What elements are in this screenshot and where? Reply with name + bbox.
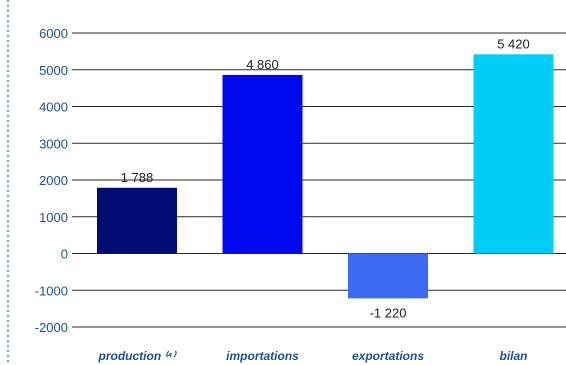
x-category-label: production ⁽⁴⁾ [98,349,178,363]
x-category-label: importations [226,349,299,363]
bar-value-label: -1 220 [370,305,407,320]
y-tick-label: 3000 [39,136,68,151]
y-tick-label: -2000 [35,320,68,335]
bar-value-label: 1 788 [121,170,154,185]
y-tick-label: 4000 [39,100,68,115]
bar [473,54,554,254]
y-axis-tick-labels: -2000 -1000 0 1000 2000 3000 4000 5000 6000 [35,26,68,335]
y-tick-label: 0 [61,247,68,262]
y-tick-label: 2000 [39,173,68,188]
x-category-label: bilan [499,349,527,363]
x-axis-category-labels: production ⁽⁴⁾ importations exportations bi… [98,349,528,363]
bar-value-label: 5 420 [497,36,530,51]
bars [97,54,554,299]
y-tick-label: -1000 [35,283,68,298]
bar [222,74,303,254]
bar [97,187,177,254]
bar [348,253,428,299]
y-tick-label: 6000 [39,26,68,41]
x-category-label: exportations [352,349,424,363]
y-tick-label: 5000 [39,63,68,78]
bar-value-label: 4 860 [246,57,279,72]
value-labels: 1 788 4 860 -1 220 5 420 [121,36,530,320]
y-tick-label: 1000 [39,210,68,225]
